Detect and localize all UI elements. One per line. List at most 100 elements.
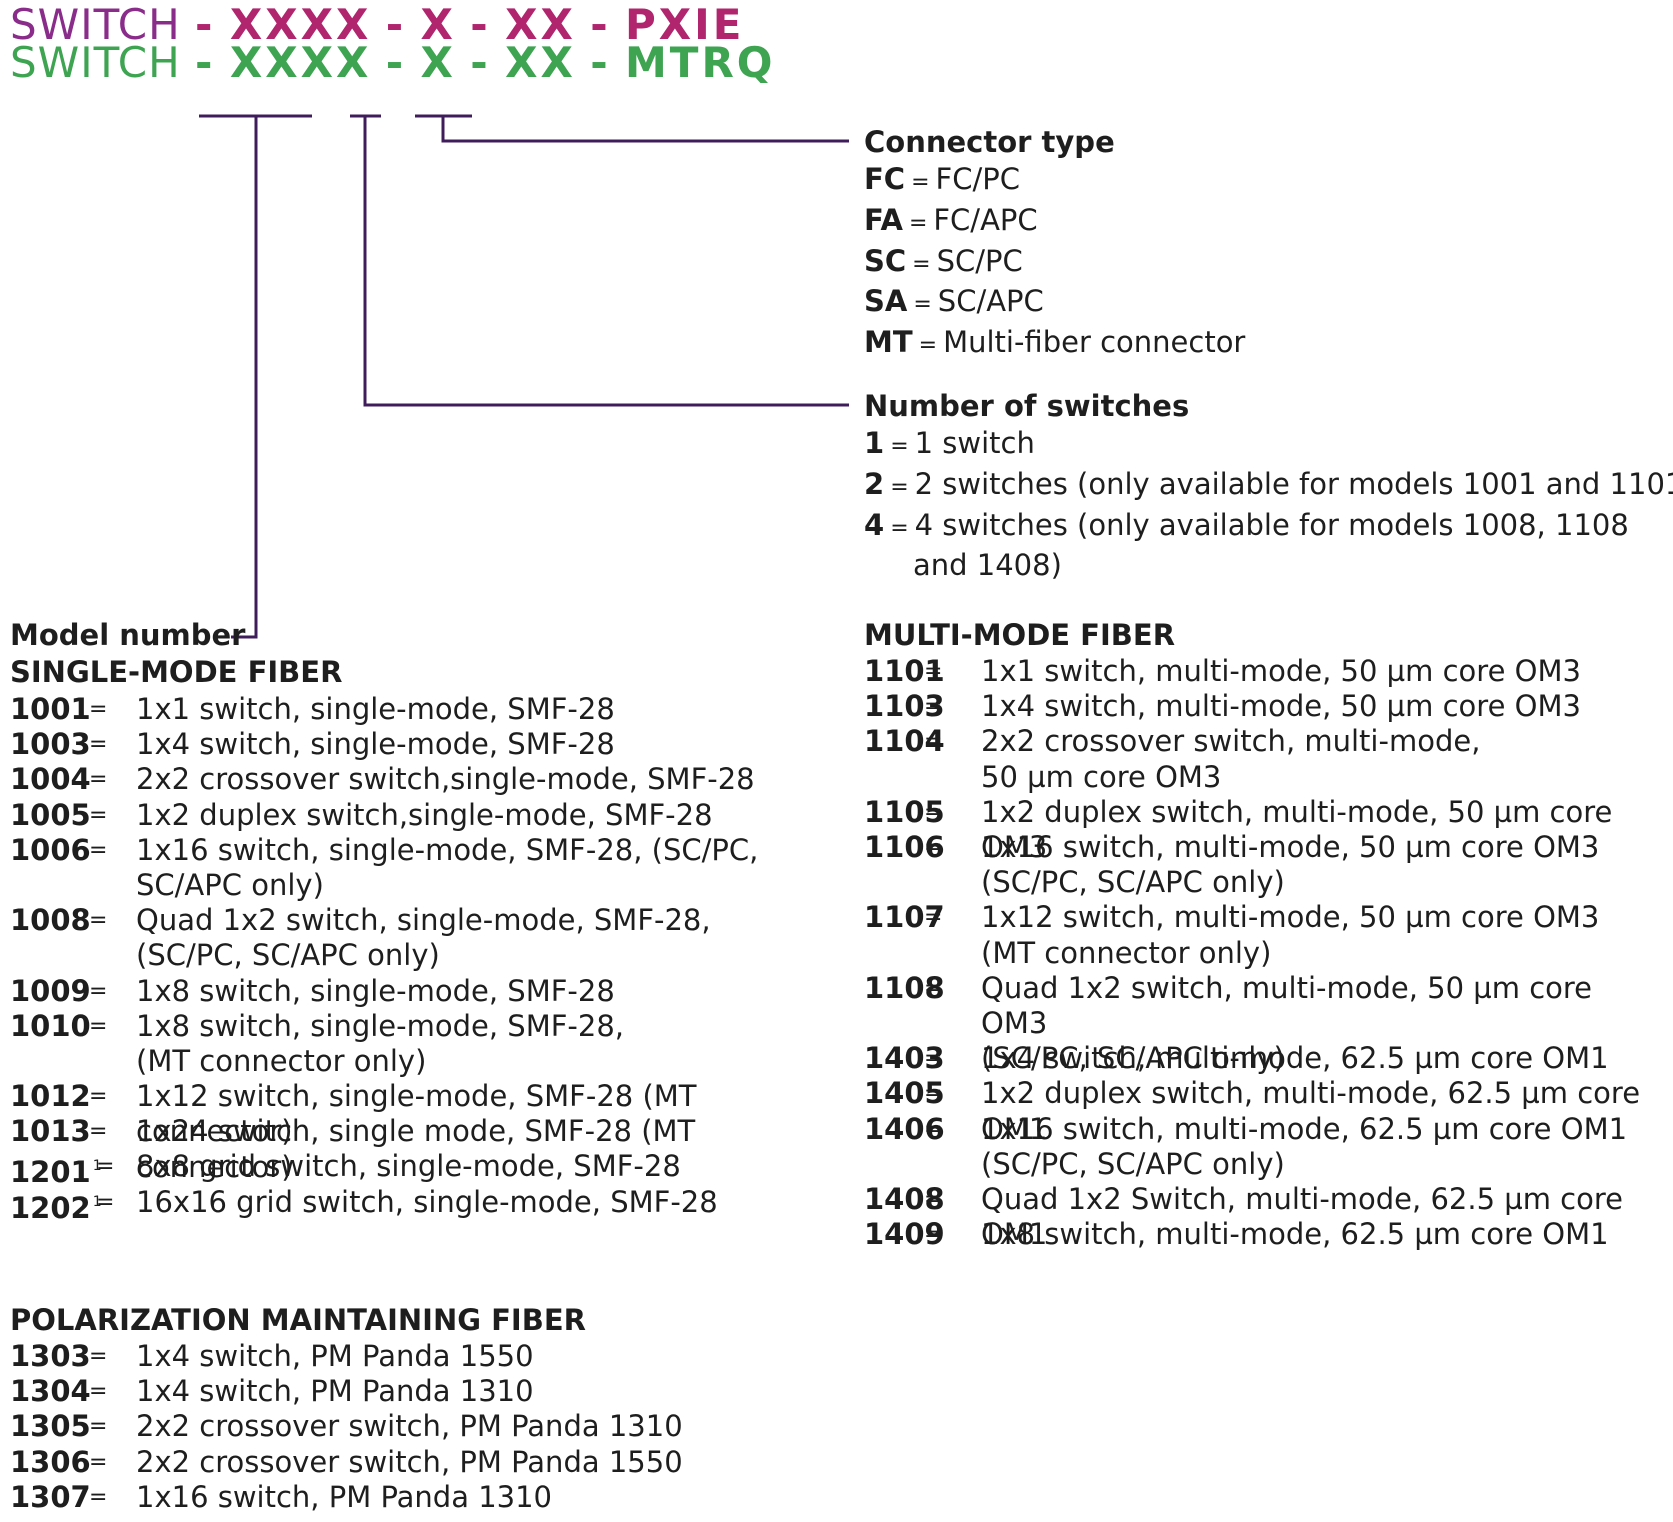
model-row: 1006 = 1x16 switch, single-mode, SMF-28, (…	[10, 833, 830, 903]
switches-option: 2 = 2 switches (only available for models …	[864, 466, 1673, 507]
footnote-marker: 1	[92, 1193, 102, 1210]
equals-sign: =	[89, 697, 108, 722]
equals-sign: =	[890, 434, 909, 459]
model-code-text: 1012	[10, 1079, 91, 1114]
single-mode-title: SINGLE-MODE FIBER	[10, 655, 343, 689]
model-row: 1108 = Quad 1x2 switch, multi-mode, 50 µm …	[864, 971, 1664, 1075]
equals-sign: =	[913, 292, 932, 318]
model-code-text: 1001	[10, 692, 91, 726]
model-description: 1x8 switch, single-mode, SMF-28	[136, 973, 615, 1008]
model-description: 1x1 switch, multi-mode, 50 µm core OM3	[981, 654, 1581, 688]
model-row: 1003 = 1x4 switch, single-mode, SMF-28	[10, 727, 830, 762]
equals-sign: =	[89, 1484, 108, 1510]
connector-type-list: FC = FC/PC FA = FC/APC SC = SC/PC SA = SC/APC MT…	[864, 161, 1245, 365]
part-number-pxie-dash: -	[590, 0, 611, 49]
equals-sign: =	[890, 474, 909, 500]
equals-sign: =	[89, 978, 108, 1004]
model-code-text: 1108	[864, 970, 945, 1005]
model-code-text: 1009	[10, 973, 91, 1008]
connector-value: FC/APC	[933, 202, 1038, 237]
model-code: 1108	[864, 971, 945, 1006]
model-row: 1001 = 1x1 switch, single-mode, SMF-28	[10, 692, 830, 727]
part-number-pxie-lead: SWITCH	[10, 0, 181, 49]
connector-type-title: Connector type	[864, 125, 1115, 159]
model-code-text: 1408	[864, 1181, 945, 1216]
model-description: 1x4 switch, multi-mode, 62.5 µm core OM1	[981, 1041, 1609, 1076]
model-row: 1307 = 1x16 switch, PM Panda 1310	[10, 1480, 830, 1515]
equals-sign: =	[96, 1189, 115, 1215]
model-row: 1408 = Quad 1x2 Switch, multi-mode, 62.5 µ…	[864, 1181, 1664, 1251]
equals-sign: =	[924, 1116, 943, 1142]
model-code-text: 1304	[10, 1374, 91, 1409]
connector-code: SA	[864, 284, 908, 319]
multi-mode-title: MULTI-MODE FIBER	[864, 618, 1176, 652]
part-number-pxie-dash: -	[470, 0, 491, 49]
equals-sign: =	[89, 1344, 108, 1369]
equals-sign: =	[924, 905, 943, 931]
connector-option: SA = SC/APC	[864, 283, 1245, 324]
model-code-text: 1004	[10, 762, 91, 797]
model-description: 2x2 crossover switch,single-mode, SMF-28	[136, 762, 755, 797]
model-row: 1405 = 1x2 duplex switch, multi-mode, 62.5…	[864, 1076, 1664, 1145]
part-number-mtrq-dash: -	[195, 38, 216, 87]
part-number-pxie-model: XXXX	[229, 0, 372, 49]
equals-sign: =	[924, 834, 943, 860]
model-description: 1x24 switch, single mode, SMF-28 (MT con…	[136, 1114, 696, 1184]
model-code: 1406	[864, 1112, 945, 1147]
model-code: 1004	[10, 762, 91, 797]
model-code-text: 1306	[10, 1444, 91, 1479]
connector-code: SC	[864, 243, 907, 278]
single-mode-table: 1001 = 1x1 switch, single-mode, SMF-28 1003…	[10, 692, 830, 1225]
model-row: 1406 = 1x16 switch, multi-mode, 62.5 µm co…	[864, 1112, 1664, 1182]
connector-leader	[441, 116, 849, 143]
model-description: 1x2 duplex switch, multi-mode, 50 µm cor…	[981, 794, 1613, 864]
equals-sign: =	[911, 170, 930, 195]
model-code-text: 1105	[864, 794, 945, 829]
equals-sign: =	[924, 975, 943, 1001]
model-description: 1x4 switch, PM Panda 1550	[136, 1339, 534, 1373]
equals-sign: =	[924, 659, 943, 684]
equals-sign: =	[89, 732, 108, 758]
footnote-marker: 1	[92, 1158, 102, 1175]
equals-sign: =	[924, 694, 943, 720]
equals-sign: =	[924, 1046, 943, 1072]
model-code: 1307	[10, 1480, 91, 1515]
model-code: 1104	[864, 724, 945, 759]
model-code-text: 1307	[10, 1479, 91, 1514]
model-row: 1403 = 1x4 switch, multi-mode, 62.5 µm cor…	[864, 1041, 1664, 1076]
number-of-switches-list: 1 = 1 switch 2 = 2 switches (only available …	[864, 425, 1673, 585]
model-description: Quad 1x2 switch, multi-mode, 50 µm core …	[981, 970, 1593, 1076]
leader-lines-group	[199, 114, 849, 639]
model-code: 1409	[864, 1217, 945, 1252]
model-code-text: 1405	[864, 1076, 945, 1111]
switches-code: 1	[864, 426, 885, 460]
model-description: 1x16 switch, multi-mode, 62.5 µm core OM…	[981, 1111, 1628, 1181]
part-number-mtrq-suffix: MTRQ	[625, 38, 776, 87]
equals-sign: =	[89, 1119, 108, 1145]
connector-code: FA	[864, 202, 903, 237]
model-code-text: 1403	[864, 1041, 945, 1076]
model-code: 1101	[864, 654, 945, 689]
model-code-text: 1005	[10, 797, 91, 832]
switches-code: 2	[864, 466, 885, 501]
model-row: 1004 = 2x2 crossover switch,single-mode, S…	[10, 762, 830, 797]
model-row: 1104 = 2x2 crossover switch, multi-mode, 5…	[864, 724, 1664, 794]
equals-sign: =	[908, 210, 928, 236]
switches-option-continuation: and 1408)	[913, 548, 1062, 583]
connector-option: FA = FC/APC	[864, 202, 1245, 243]
model-code: 1106	[864, 830, 945, 865]
connector-value: FC/PC	[935, 162, 1020, 196]
equals-sign: =	[89, 1449, 108, 1475]
model-row: 1202 1 = 16x16 grid switch, single-mode, SM…	[10, 1185, 830, 1225]
model-code: 1405	[864, 1076, 945, 1111]
model-code-text: 1303	[10, 1339, 91, 1373]
model-number-title: Model number	[10, 618, 246, 652]
model-code-text: 1305	[10, 1409, 91, 1444]
model-description: 1x16 switch, PM Panda 1310	[136, 1479, 553, 1514]
equals-sign: =	[890, 515, 909, 541]
model-row: 1304 = 1x4 switch, PM Panda 1310	[10, 1374, 830, 1409]
model-description: 1x16 switch, single-mode, SMF-28, (SC/PC…	[136, 832, 759, 902]
part-number-pxie-dash: -	[195, 0, 216, 49]
part-number-mtrq-lead: SWITCH	[10, 38, 181, 87]
